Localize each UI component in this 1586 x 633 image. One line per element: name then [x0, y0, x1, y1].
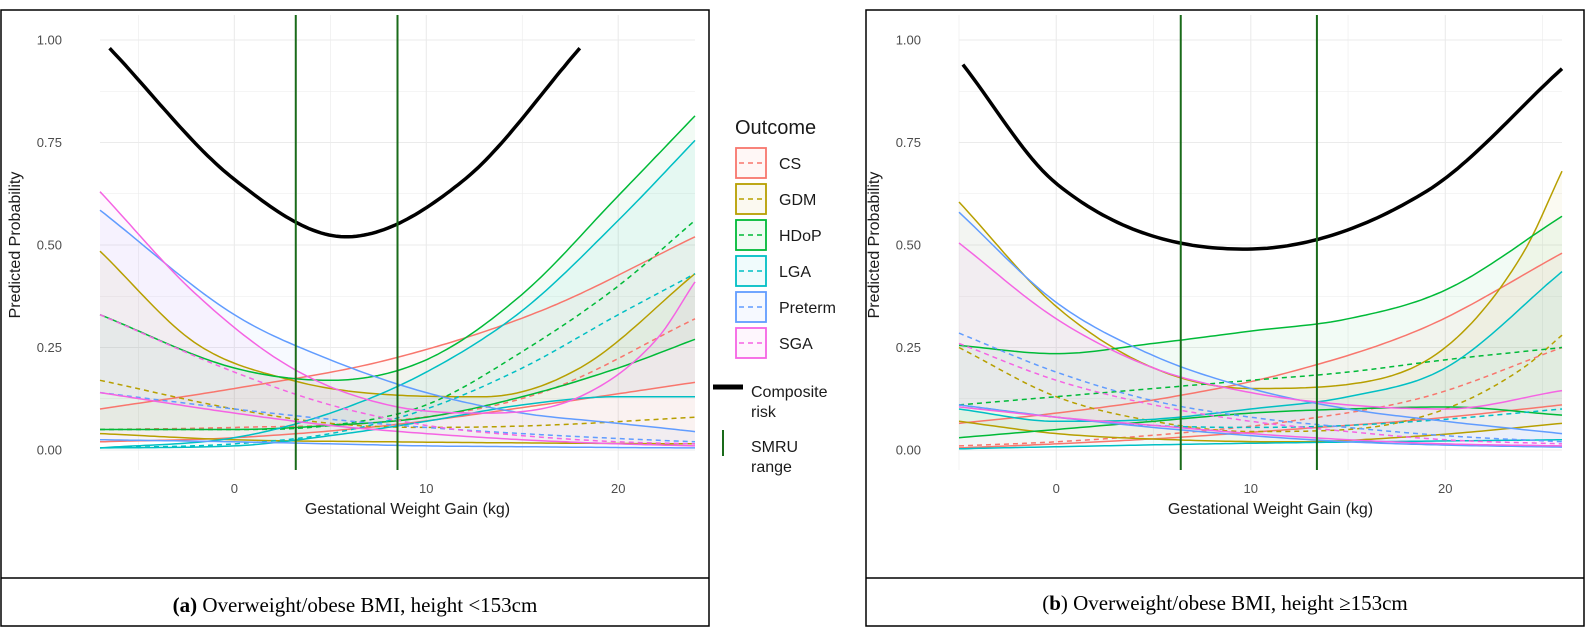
legend: Outcome CS GDM HDoP LGA Preterm SGA Composite…: [713, 117, 836, 476]
legend-title: Outcome: [735, 117, 816, 139]
ribbon-lga-a: [100, 140, 695, 448]
x-tick-label-a: 0: [231, 481, 238, 496]
y-tick-label-a: 0.00: [37, 443, 62, 458]
legend-smru-label-2: range: [751, 459, 792, 476]
caption-b-letter: b: [1049, 591, 1061, 615]
caption-b-text: Overweight/obese BMI, height ≥153cm: [1068, 591, 1408, 615]
line-preterm-upper-b: [958, 211, 1563, 435]
line-hdop-upper-b: [958, 215, 1563, 355]
x-tick-label-a: 10: [419, 481, 433, 496]
series-lines-b: [958, 170, 1563, 450]
y-axis-label-a: Predicted Probability: [7, 172, 24, 319]
y-tick-label-b: 0.25: [896, 340, 921, 355]
caption-b: (b) Overweight/obese BMI, height ≥153cm: [1042, 591, 1408, 615]
legend-smru-label-1: SMRU: [751, 439, 798, 456]
line-gdm-mid-b: [958, 334, 1563, 433]
ribbon-cs-b: [959, 253, 1562, 448]
legend-label-preterm: Preterm: [779, 300, 836, 317]
panel-b: 0 10 20 0.00 0.25 0.50 0.75 1.00 Gestational Wei…: [866, 15, 1564, 518]
panel-a: 0 10 20 0.00 0.25 0.50 0.75 1.00 Gestational Wei…: [7, 15, 696, 518]
figure-frame: [0, 9, 1585, 627]
caption-b-open: (: [1042, 591, 1049, 615]
line-preterm-mid-b: [958, 332, 1563, 443]
y-tick-label-b: 0.00: [896, 443, 921, 458]
x-axis-label-a: Gestational Weight Gain (kg): [305, 501, 510, 518]
y-tick-label-a: 1.00: [37, 33, 62, 48]
y-axis-label-b: Predicted Probability: [866, 172, 883, 319]
x-axis-label-b: Gestational Weight Gain (kg): [1168, 501, 1373, 518]
x-tick-label-b: 0: [1053, 481, 1060, 496]
legend-label-sga: SGA: [779, 336, 813, 353]
x-tick-label-b: 20: [1438, 481, 1452, 496]
line-lga-upper-b: [958, 271, 1563, 423]
y-tick-label-a: 0.25: [37, 340, 62, 355]
legend-label-lga: LGA: [779, 264, 811, 281]
line-gdm-upper-b: [958, 170, 1563, 390]
y-tick-label-b: 0.50: [896, 238, 921, 253]
y-tick-label-b: 1.00: [896, 33, 921, 48]
x-tick-label-b: 10: [1244, 481, 1258, 496]
caption-a-text: Overweight/obese BMI, height <153cm: [197, 593, 537, 617]
legend-label-gdm: GDM: [779, 192, 816, 209]
ribbon-lga-b: [959, 271, 1562, 449]
gridlines-b: [958, 15, 1562, 470]
line-cs-upper-b: [958, 252, 1563, 425]
line-gdm-lower-b: [958, 420, 1563, 443]
ribbon-gdm-b: [959, 171, 1562, 442]
legend-label-cs: CS: [779, 156, 801, 173]
line-sga-upper-b: [958, 242, 1563, 410]
line-sga-mid-b: [958, 342, 1563, 445]
x-tick-label-a: 20: [611, 481, 625, 496]
legend-items: CS GDM HDoP LGA Preterm SGA: [735, 147, 836, 359]
legend-label-hdop: HDoP: [779, 228, 822, 245]
ribbon-preterm-b: [959, 212, 1562, 448]
y-tick-label-a: 0.75: [37, 135, 62, 150]
ribbon-gdm-a: [100, 251, 695, 444]
composite-risk-line-b: [961, 63, 1564, 251]
line-sga-lower-b: [958, 406, 1563, 447]
line-hdop-lower-b: [958, 406, 1563, 439]
line-cs-mid-b: [958, 346, 1563, 447]
caption-a-prefix: (a): [173, 593, 198, 617]
ribbon-sga-a: [100, 191, 695, 446]
y-tick-label-a: 0.50: [37, 238, 62, 253]
composite-risk-line-a: [108, 47, 582, 239]
ribbon-sga-b: [959, 242, 1562, 446]
caption-a: (a) Overweight/obese BMI, height <153cm: [173, 593, 538, 617]
caption-b-close: ): [1061, 591, 1068, 615]
legend-composite-label-1: Composite: [751, 384, 828, 401]
legend-composite-label-2: risk: [751, 404, 777, 421]
ribbon-hdop-a: [100, 115, 695, 430]
ribbon-preterm-a: [100, 210, 695, 448]
y-tick-label-b: 0.75: [896, 135, 921, 150]
